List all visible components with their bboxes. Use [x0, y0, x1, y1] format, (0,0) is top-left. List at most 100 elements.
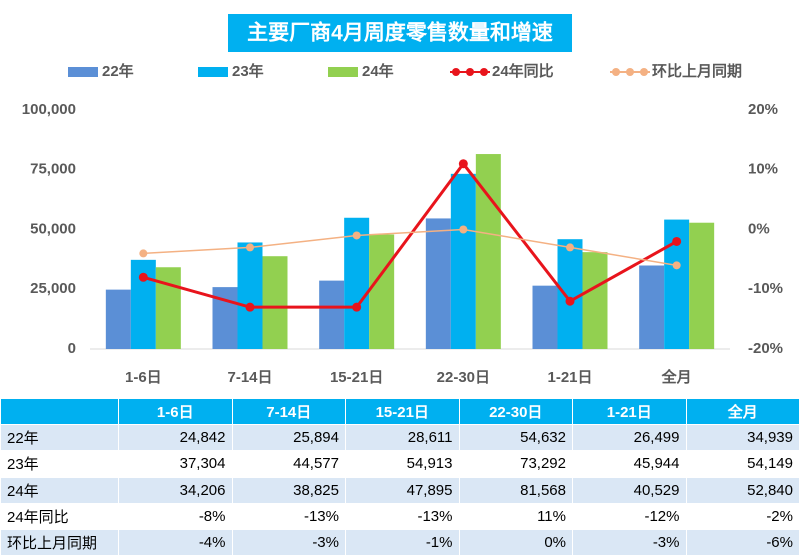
y2-tick-label: -10% — [748, 280, 783, 297]
table-cell: 24,842 — [118, 424, 233, 452]
table-cell: 34,939 — [685, 424, 800, 452]
legend-label: 22年 — [102, 62, 134, 80]
table-column-header: 15-21日 — [345, 397, 460, 426]
line — [142, 161, 678, 309]
legend-swatch — [612, 68, 620, 76]
y2-tick-label: -20% — [748, 340, 783, 357]
x-tick-label: 1-21日 — [547, 369, 592, 386]
legend-label: 环比上月同期 — [652, 62, 742, 80]
bar — [105, 289, 131, 349]
table-cell: 40,529 — [572, 476, 687, 504]
table-cell: 73,292 — [458, 450, 573, 478]
legend-label: 24年同比 — [492, 62, 554, 80]
table-row-header: 24年同比 — [0, 502, 119, 530]
line-marker — [672, 236, 682, 246]
legend-swatch — [452, 68, 460, 76]
bar — [639, 265, 665, 349]
table-cell: 81,568 — [458, 476, 573, 504]
table-row: 22年 24,842 25,894 28,611 54,632 26,499 34,939 — [0, 424, 800, 452]
table-cell: -12% — [572, 502, 687, 530]
table-cell: 38,825 — [231, 476, 346, 504]
legend-swatch — [68, 67, 98, 77]
table-row: 环比上月同期 -4% -3% -1% 0% -3% -6% — [0, 528, 800, 556]
table-cell: -1% — [345, 528, 460, 556]
table-row-header: 23年 — [0, 450, 119, 478]
table-column-header: 7-14日 — [231, 397, 346, 426]
table-column-header: 22-30日 — [458, 397, 573, 426]
table-cell: 11% — [458, 502, 573, 530]
table-row: 24年同比 -8% -13% -13% 11% -12% -2% — [0, 502, 800, 530]
table-cell: 47,895 — [345, 476, 460, 504]
table-row-header: 24年 — [0, 476, 119, 504]
bar — [155, 267, 181, 349]
table-row: 24年 34,206 38,825 47,895 81,568 40,529 52,840 — [0, 476, 800, 504]
bar — [532, 285, 558, 349]
y-tick-label: 100,000 — [22, 101, 76, 118]
table-cell: -13% — [345, 502, 460, 530]
x-tick-label: 15-21日 — [330, 369, 383, 386]
y-tick-label: 50,000 — [30, 220, 76, 237]
legend-label: 24年 — [362, 62, 394, 80]
bar — [319, 280, 345, 349]
line-marker — [458, 159, 468, 169]
chart-title: 主要厂商4月周度零售数量和增速 — [247, 21, 553, 45]
bar — [262, 256, 288, 349]
legend-swatch — [640, 68, 648, 76]
table-cell: -13% — [231, 502, 346, 530]
y2-tick-label: 10% — [748, 161, 778, 178]
legend-swatch — [466, 68, 474, 76]
line-marker — [246, 243, 254, 252]
legend-swatch — [328, 67, 358, 77]
data-table: 1-6日 7-14日 15-21日 22-30日 1-21日 全月 22年 24,842 25,… — [0, 397, 800, 556]
legend-swatch — [480, 68, 488, 76]
bar — [425, 218, 451, 349]
table-cell: 25,894 — [231, 424, 346, 452]
table-column-header: 1-6日 — [118, 397, 233, 426]
table-cell: 52,840 — [685, 476, 800, 504]
legend-swatch — [626, 68, 634, 76]
table-corner — [0, 397, 119, 426]
table-cell: -4% — [118, 528, 233, 556]
table-cell: 54,149 — [685, 450, 800, 478]
bar — [237, 242, 263, 349]
table-cell: -3% — [231, 528, 346, 556]
table-row: 23年 37,304 44,577 54,913 73,292 45,944 54,149 — [0, 450, 800, 478]
line-marker — [352, 231, 361, 240]
line-marker — [565, 296, 575, 306]
table-cell: 37,304 — [118, 450, 233, 478]
x-tick-label: 1-6日 — [125, 369, 162, 386]
table-column-header: 全月 — [685, 397, 800, 426]
bar — [557, 239, 583, 349]
line-marker — [139, 249, 148, 258]
x-tick-label: 7-14日 — [227, 369, 272, 386]
bar — [369, 234, 395, 349]
table-cell: 34,206 — [118, 476, 233, 504]
table-column-header: 1-21日 — [572, 397, 687, 426]
table-cell: 45,944 — [572, 450, 687, 478]
line-marker — [672, 261, 681, 270]
y-tick-label: 0 — [68, 340, 76, 357]
y-tick-label: 75,000 — [30, 161, 76, 178]
table-header-row: 1-6日 7-14日 15-21日 22-30日 1-21日 全月 — [0, 397, 800, 426]
line-marker — [138, 272, 148, 282]
table-cell: -2% — [685, 502, 800, 530]
table-cell: 0% — [458, 528, 573, 556]
line-marker — [566, 243, 574, 252]
bar — [689, 222, 715, 349]
table-row-header: 22年 — [0, 424, 119, 452]
title-box — [228, 14, 572, 52]
line-marker — [245, 302, 255, 312]
bar — [450, 173, 476, 349]
y-tick-label: 25,000 — [30, 280, 76, 297]
bar — [582, 252, 608, 349]
bar — [344, 217, 370, 349]
x-tick-label: 全月 — [661, 368, 692, 386]
chart: 主要厂商4月周度零售数量和增速 0 25,000 50,000 75,000 100,0… — [22, 14, 783, 386]
legend-label: 23年 — [232, 62, 264, 80]
line-marker — [352, 302, 362, 312]
x-tick-label: 22-30日 — [437, 369, 490, 386]
line — [143, 228, 677, 267]
table-cell: -8% — [118, 502, 233, 530]
table-cell: 44,577 — [231, 450, 346, 478]
